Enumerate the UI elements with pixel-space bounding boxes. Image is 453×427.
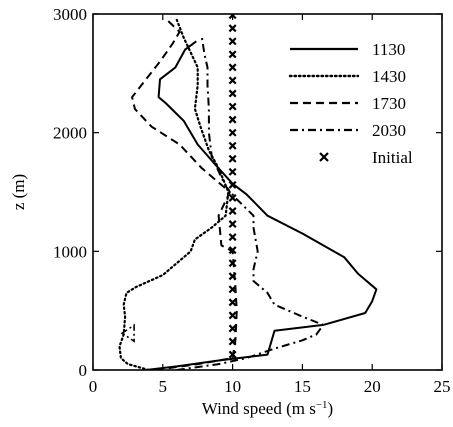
initial-marker bbox=[228, 76, 237, 85]
initial-marker bbox=[228, 24, 237, 33]
plot-frame bbox=[92, 13, 443, 371]
initial-marker bbox=[228, 154, 237, 163]
x-tick-label: 10 bbox=[224, 377, 241, 396]
legend-item: 2030 bbox=[290, 121, 406, 140]
initial-marker bbox=[228, 350, 237, 359]
initial-marker bbox=[228, 193, 237, 202]
initial-marker bbox=[228, 272, 237, 281]
legend-label: Initial bbox=[372, 148, 413, 167]
initial-marker bbox=[228, 220, 237, 229]
x-tick-label: 0 bbox=[89, 377, 98, 396]
initial-marker bbox=[228, 63, 237, 72]
initial-marker bbox=[228, 298, 237, 307]
x-axis-label: Wind speed (m s−1) bbox=[202, 399, 333, 418]
x-tick-label: 15 bbox=[294, 377, 311, 396]
initial-marker bbox=[228, 115, 237, 124]
y-tick-label: 0 bbox=[79, 361, 88, 380]
initial-marker bbox=[228, 37, 237, 46]
y-tick-label: 3000 bbox=[53, 5, 87, 24]
initial-marker bbox=[228, 285, 237, 294]
series-line-1430 bbox=[118, 18, 230, 370]
initial-marker bbox=[228, 207, 237, 215]
initial-marker bbox=[228, 233, 237, 242]
series-line-2030 bbox=[176, 37, 325, 370]
legend-label: 1130 bbox=[372, 40, 405, 59]
y-axis-label: z (m) bbox=[9, 174, 28, 210]
initial-marker bbox=[228, 259, 237, 268]
initial-marker bbox=[228, 50, 237, 59]
series-layer bbox=[118, 14, 378, 370]
legend-label: 1730 bbox=[372, 94, 406, 113]
initial-marker bbox=[228, 141, 237, 150]
ticks-layer: 0 5 10 15 20 25 0 1000 2000 3000 bbox=[53, 5, 451, 396]
legend-label: 1430 bbox=[372, 67, 406, 86]
annotation-spike bbox=[120, 323, 135, 343]
initial-marker bbox=[228, 337, 237, 346]
y-tick-label: 1000 bbox=[53, 242, 87, 261]
x-axis-label-suffix: ) bbox=[328, 399, 334, 418]
x-axis-label-main: Wind speed (m s bbox=[202, 399, 316, 418]
legend: 1130 1430 1730 2030 Initial bbox=[288, 40, 413, 167]
legend-label: 2030 bbox=[372, 121, 406, 140]
y-tick-label: 2000 bbox=[53, 124, 87, 143]
legend-item: 1130 bbox=[290, 40, 405, 59]
series-line-1730 bbox=[131, 19, 238, 370]
initial-marker bbox=[228, 167, 237, 176]
initial-marker bbox=[228, 102, 237, 111]
series-line-1130 bbox=[145, 40, 378, 370]
x-tick-label: 25 bbox=[434, 377, 451, 396]
legend-item: Initial bbox=[319, 148, 413, 167]
x-axis-label-exponent: −1 bbox=[316, 399, 328, 411]
initial-marker bbox=[228, 311, 237, 320]
initial-marker bbox=[228, 324, 237, 333]
legend-item: 1430 bbox=[288, 67, 406, 86]
x-tick-label: 5 bbox=[159, 377, 168, 396]
legend-marker bbox=[319, 152, 329, 162]
legend-item: 1730 bbox=[290, 94, 406, 113]
initial-marker bbox=[228, 128, 237, 137]
initial-marker bbox=[228, 89, 237, 98]
x-tick-label: 20 bbox=[364, 377, 381, 396]
initial-marker bbox=[228, 180, 237, 189]
initial-marker bbox=[228, 246, 237, 255]
